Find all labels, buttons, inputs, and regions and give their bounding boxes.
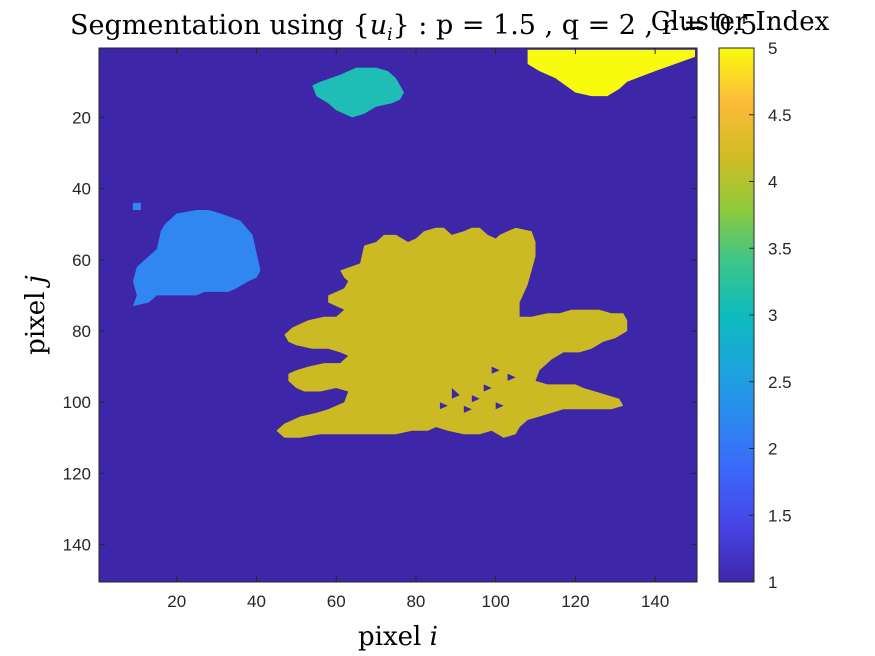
y-tick-label: 140	[63, 536, 91, 555]
background-speck-0	[451, 388, 460, 399]
colorbar	[718, 47, 755, 583]
cluster-3-region-2	[312, 67, 404, 118]
y-tick-label: 60	[72, 251, 91, 270]
colorbar-tick-label: 1	[768, 573, 777, 592]
background-speck-6	[491, 366, 500, 374]
x-axis-ticks: 20 40 60 80 100 120 140	[167, 48, 669, 611]
colorbar-tick-label: 2.5	[768, 373, 792, 392]
background-speck-7	[463, 405, 472, 413]
y-tick-label: 20	[72, 108, 91, 127]
colorbar-tick-label: 2	[768, 440, 777, 459]
x-tick-label: 100	[481, 592, 509, 611]
y-tick-label: 40	[72, 180, 91, 199]
colorbar-tick-label: 4.5	[768, 106, 792, 125]
x-tick-label: 20	[167, 592, 186, 611]
background-speck-1	[471, 395, 480, 403]
colorbar-tick-label: 4	[768, 173, 777, 192]
colorbar-tick-label: 5	[768, 39, 777, 58]
x-tick-label: 120	[561, 592, 589, 611]
chart-title: Segmentation using {ui} : p = 1.5 , q = …	[70, 10, 757, 45]
cluster-5-region-3	[527, 49, 695, 97]
colorbar-label: Cluster Index	[651, 7, 830, 37]
x-tick-label: 40	[247, 592, 266, 611]
cluster-2-region-0	[132, 210, 261, 307]
colorbar-ticks: 1 1.5 2 2.5 3 3.5 4 4.5 5	[749, 39, 792, 592]
cluster-holes	[439, 366, 516, 413]
colorbar-tick-label: 3.5	[768, 239, 792, 258]
y-tick-label: 80	[72, 322, 91, 341]
plot-frame	[98, 47, 698, 583]
x-tick-label: 60	[327, 592, 346, 611]
y-axis-label: pixel j	[21, 275, 51, 355]
x-axis-label: pixel i	[358, 622, 438, 652]
cluster-regions	[132, 49, 695, 438]
y-tick-label: 100	[63, 393, 91, 412]
x-tick-label: 140	[641, 592, 669, 611]
cluster-2-region-1	[132, 202, 141, 210]
plot-area	[99, 48, 697, 582]
cluster-4-region-4	[276, 227, 628, 438]
x-tick-label: 80	[406, 592, 425, 611]
y-tick-label: 120	[63, 464, 91, 483]
background-speck-3	[495, 402, 504, 410]
background-speck-4	[507, 373, 516, 381]
y-axis-ticks: 20 40 60 80 100 120 140	[63, 108, 697, 555]
background-speck-2	[483, 384, 492, 392]
colorbar-tick-label: 1.5	[768, 506, 792, 525]
background-speck-5	[439, 402, 448, 410]
colorbar-tick-label: 3	[768, 306, 777, 325]
